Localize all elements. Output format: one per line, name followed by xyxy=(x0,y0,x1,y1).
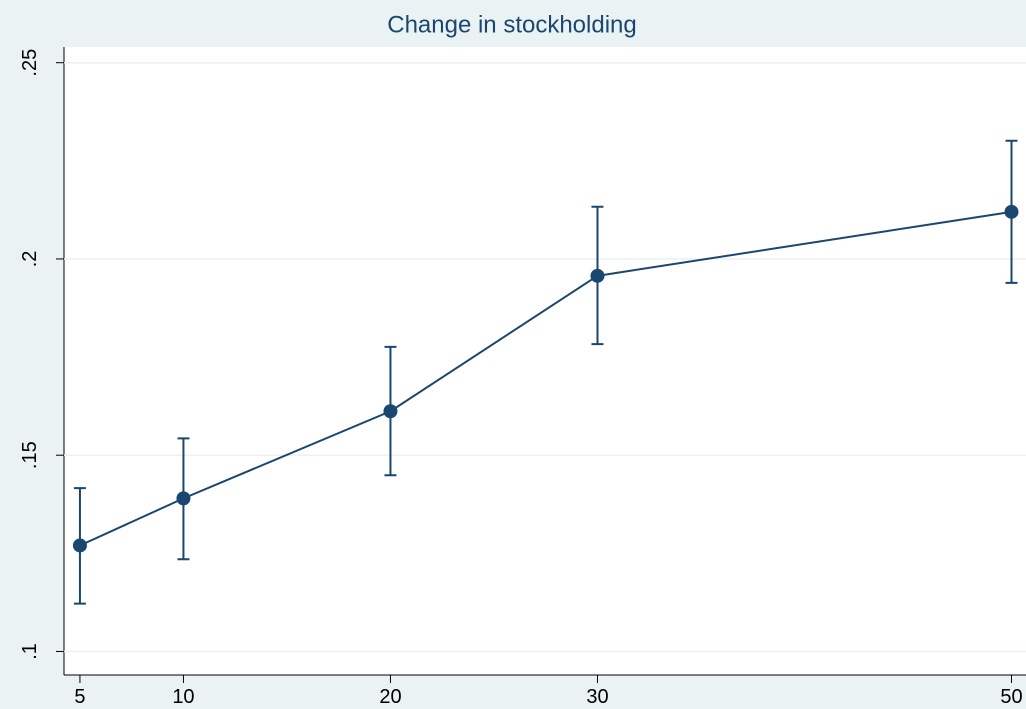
x-tick-label: 5 xyxy=(74,686,85,708)
x-tick-label: 30 xyxy=(586,686,608,708)
marker xyxy=(590,268,605,283)
y-tick-label: .2 xyxy=(19,251,41,268)
plot-area xyxy=(64,47,1026,675)
x-tick-label: 10 xyxy=(172,686,194,708)
y-tick-label: .25 xyxy=(19,49,41,77)
marker xyxy=(383,404,398,419)
x-tick-label: 20 xyxy=(379,686,401,708)
y-tick-label: .15 xyxy=(19,441,41,469)
marker xyxy=(72,538,87,553)
y-tick-label: .1 xyxy=(19,643,41,660)
chart-title: Change in stockholding xyxy=(387,11,637,38)
marker xyxy=(1004,204,1019,219)
x-tick-label: 50 xyxy=(1000,686,1022,708)
marker xyxy=(176,491,191,506)
